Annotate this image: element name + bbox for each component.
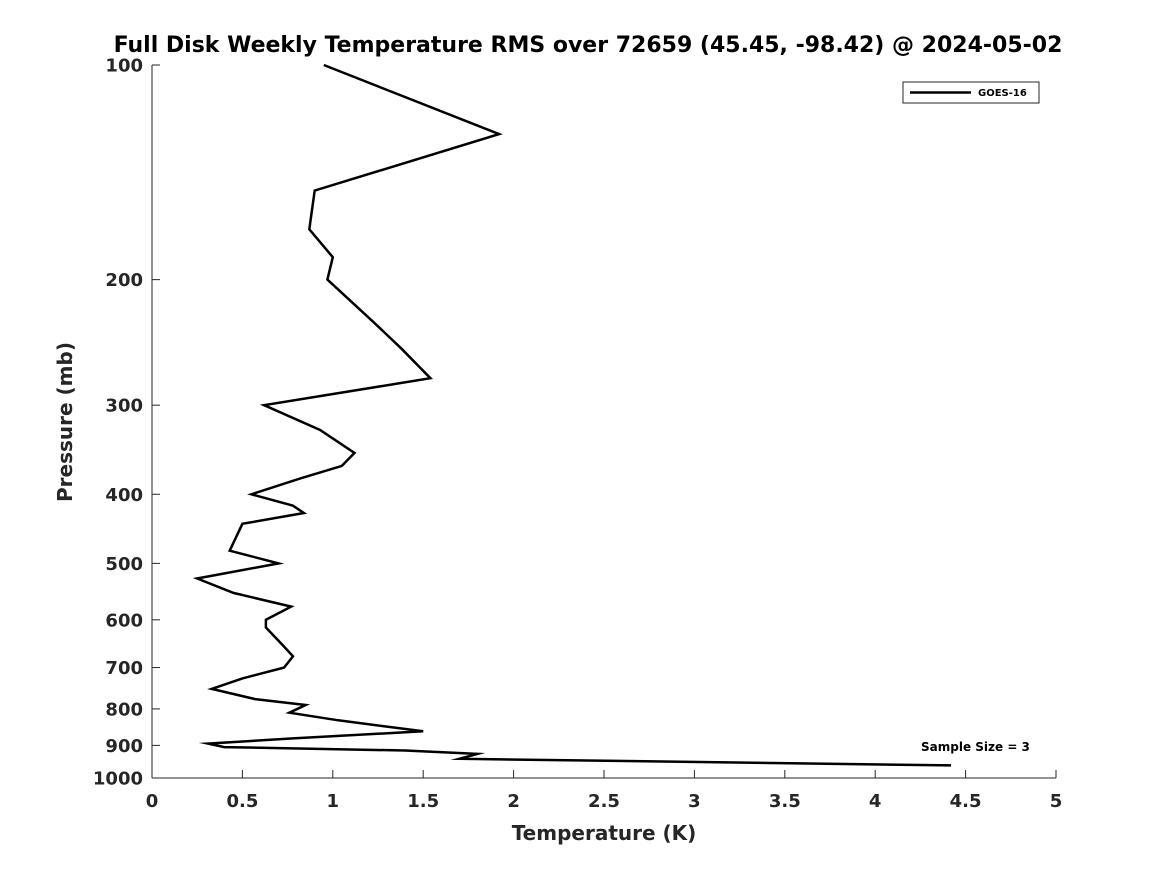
plot-area [192, 63, 952, 767]
y-tick-label: 800 [105, 699, 143, 720]
axes [151, 65, 1056, 779]
x-tick-label: 4.5 [950, 791, 982, 812]
y-axis-label: Pressure (mb) [53, 342, 77, 502]
x-axis-label: Temperature (K) [512, 821, 697, 845]
x-ticks: 0 0.5 1 1.5 2 2.5 3 3.5 4 4.5 5 [146, 770, 1063, 812]
y-tick-label: 400 [105, 485, 143, 506]
y-tick-label: 300 [105, 396, 143, 417]
x-tick-label: 5 [1050, 791, 1063, 812]
sample-size-annotation: Sample Size = 3 [921, 740, 1030, 754]
y-tick-label: 700 [105, 658, 143, 679]
y-tick-label: 1000 [93, 769, 143, 790]
x-tick-label: 1 [327, 791, 340, 812]
x-tick-label: 3.5 [769, 791, 801, 812]
x-tick-label: 3 [688, 791, 701, 812]
series-line-goes-16 [192, 63, 952, 767]
x-tick-label: 2 [507, 791, 520, 812]
x-tick-label: 0.5 [226, 791, 258, 812]
y-tick-label: 200 [105, 270, 143, 291]
legend-label-goes-16: GOES-16 [978, 88, 1027, 99]
x-tick-label: 1.5 [407, 791, 439, 812]
chart-title: Full Disk Weekly Temperature RMS over 72… [114, 33, 1063, 58]
y-tick-label: 100 [105, 56, 143, 77]
x-tick-label: 4 [869, 791, 882, 812]
legend: GOES-16 [902, 81, 1040, 104]
x-tick-label: 2.5 [588, 791, 620, 812]
y-tick-label: 500 [105, 554, 143, 575]
y-tick-label: 900 [105, 736, 143, 757]
y-tick-label: 600 [105, 610, 143, 631]
y-ticks: 100 200 300 400 500 600 700 800 900 1000 [93, 56, 160, 790]
x-tick-label: 0 [146, 791, 159, 812]
